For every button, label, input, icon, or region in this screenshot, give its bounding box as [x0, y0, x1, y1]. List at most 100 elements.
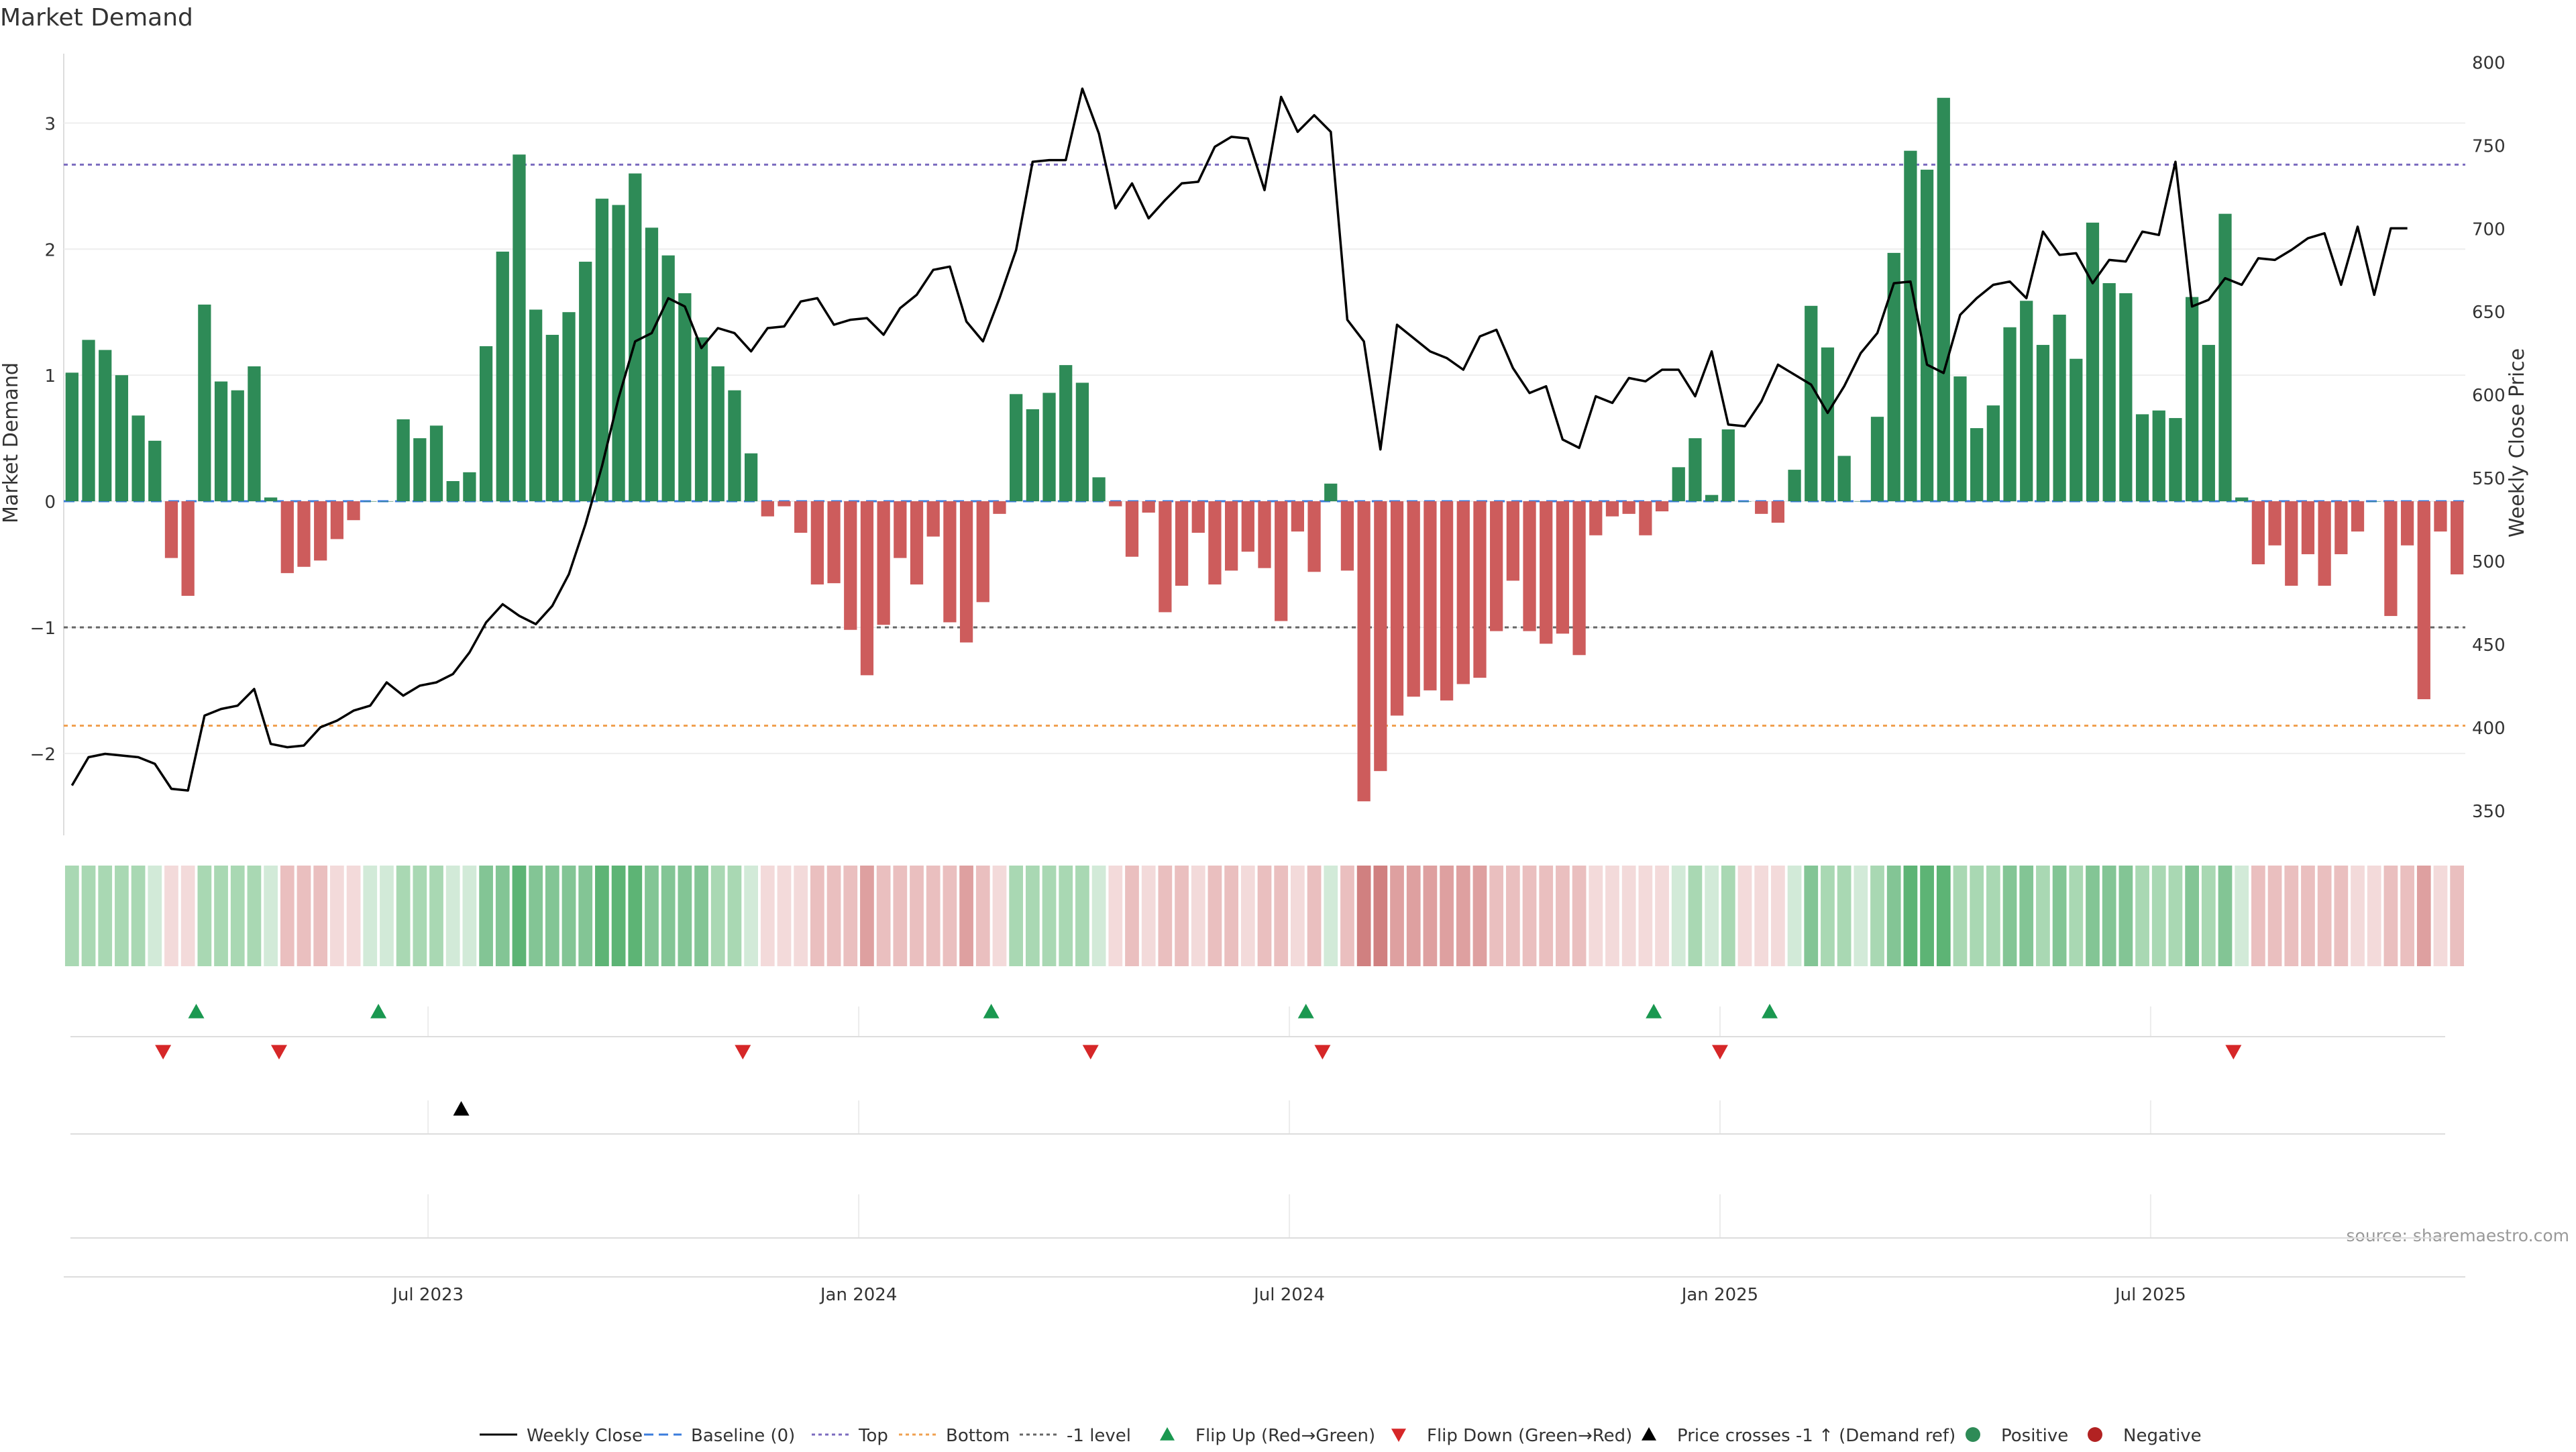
- heat-cell: [1920, 866, 1934, 966]
- heat-cell: [1837, 866, 1851, 966]
- heat-cell: [661, 866, 676, 966]
- heat-cell: [1936, 866, 1951, 966]
- heat-cell: [2102, 866, 2116, 966]
- y-axis-label: Market Demand: [0, 362, 23, 523]
- y2-tick-label: 650: [2472, 303, 2506, 323]
- demand-bar: [993, 501, 1006, 514]
- legend-item: Price crosses -1 ↑ (Demand ref): [1642, 1426, 1955, 1446]
- heat-cell: [1854, 866, 1868, 966]
- demand-bar: [562, 312, 576, 502]
- demand-bar: [2235, 497, 2249, 502]
- demand-bar: [2400, 501, 2414, 546]
- heat-cell: [280, 866, 294, 966]
- demand-bar: [231, 390, 244, 502]
- demand-bar: [2417, 501, 2430, 700]
- heat-cell: [429, 866, 443, 966]
- heat-cell: [2019, 866, 2034, 966]
- y-tick-label: 3: [44, 114, 56, 134]
- demand-bar: [1042, 393, 1056, 502]
- heat-cell: [1373, 866, 1388, 966]
- heat-cell: [1472, 866, 1487, 966]
- heat-cell: [595, 866, 609, 966]
- y2-tick-label: 800: [2472, 53, 2506, 73]
- heat-cell: [843, 866, 858, 966]
- demand-bar: [1755, 501, 1768, 514]
- heat-cell: [1291, 866, 1305, 966]
- x-tick-label: Jul 2023: [391, 1285, 464, 1305]
- demand-bar: [1059, 365, 1073, 502]
- demand-bar: [214, 381, 228, 502]
- demand-bar: [943, 501, 957, 623]
- demand-bar: [1970, 428, 1984, 502]
- demand-bar: [496, 252, 509, 502]
- demand-bar: [1010, 394, 1023, 502]
- legend-label: Flip Up (Red→Green): [1195, 1426, 1375, 1446]
- flip-up-marker: [370, 1004, 387, 1019]
- heat-cell: [1224, 866, 1238, 966]
- heat-cell: [2069, 866, 2084, 966]
- demand-bar: [645, 227, 659, 502]
- heat-cell: [1042, 866, 1057, 966]
- demand-bar: [479, 346, 493, 502]
- demand-bar: [181, 501, 195, 596]
- demand-bar: [860, 501, 874, 676]
- heat-cell: [1240, 866, 1255, 966]
- heat-cell: [959, 866, 973, 966]
- demand-bar: [364, 501, 377, 502]
- demand-bar: [1920, 169, 1934, 502]
- demand-bar: [2285, 501, 2298, 586]
- y-tick-label: 0: [44, 492, 56, 513]
- heat-cell: [1754, 866, 1769, 966]
- demand-bar: [827, 501, 841, 584]
- demand-bar: [513, 154, 526, 502]
- demand-bar: [1258, 501, 1271, 568]
- demand-bar: [728, 390, 741, 502]
- demand-bar: [1340, 501, 1354, 571]
- legend-swatch: [1160, 1427, 1175, 1441]
- heat-cell: [1125, 866, 1139, 966]
- heat-cell: [495, 866, 510, 966]
- heat-cell: [561, 866, 576, 966]
- heat-cell: [1522, 866, 1537, 966]
- heat-cell: [611, 866, 626, 966]
- heat-cell: [1705, 866, 1719, 966]
- demand-bar: [1159, 501, 1172, 613]
- y2-tick-label: 450: [2472, 635, 2506, 656]
- heat-cell: [2367, 866, 2381, 966]
- demand-bar: [1738, 501, 1752, 502]
- legend-label: -1 level: [1067, 1426, 1131, 1446]
- heat-cell: [1456, 866, 1470, 966]
- demand-bar: [2384, 501, 2398, 617]
- demand-bar: [2020, 301, 2033, 502]
- demand-bar: [1605, 501, 1619, 517]
- heat-cell: [313, 866, 328, 966]
- demand-bar: [894, 501, 907, 558]
- legend-item: Weekly Close: [480, 1426, 643, 1446]
- legend-swatch: [2088, 1427, 2102, 1442]
- demand-bar: [380, 501, 394, 502]
- demand-bar: [1837, 456, 1851, 502]
- demand-bar: [1307, 501, 1321, 572]
- flip-down-marker: [1711, 1045, 1728, 1059]
- x-tick-label: Jul 2025: [2114, 1285, 2186, 1305]
- heat-cell: [363, 866, 378, 966]
- heat-cell: [1505, 866, 1520, 966]
- demand-bar: [396, 419, 410, 502]
- heat-cell: [1274, 866, 1289, 966]
- demand-bar: [976, 501, 989, 603]
- demand-bar: [297, 501, 311, 567]
- heat-cell: [1175, 866, 1189, 966]
- legend-label: Negative: [2123, 1426, 2202, 1446]
- demand-bar: [99, 350, 112, 502]
- demand-bar: [1390, 501, 1404, 716]
- y2-tick-label: 700: [2472, 219, 2506, 240]
- heat-cell: [2351, 866, 2365, 966]
- heat-cell: [2002, 866, 2017, 966]
- demand-bar: [1821, 347, 1835, 502]
- heat-cell: [1688, 866, 1703, 966]
- demand-bar: [2152, 410, 2165, 502]
- demand-bar: [1953, 376, 1967, 502]
- y-tick-label: 1: [44, 366, 56, 386]
- heat-cell: [1821, 866, 1835, 966]
